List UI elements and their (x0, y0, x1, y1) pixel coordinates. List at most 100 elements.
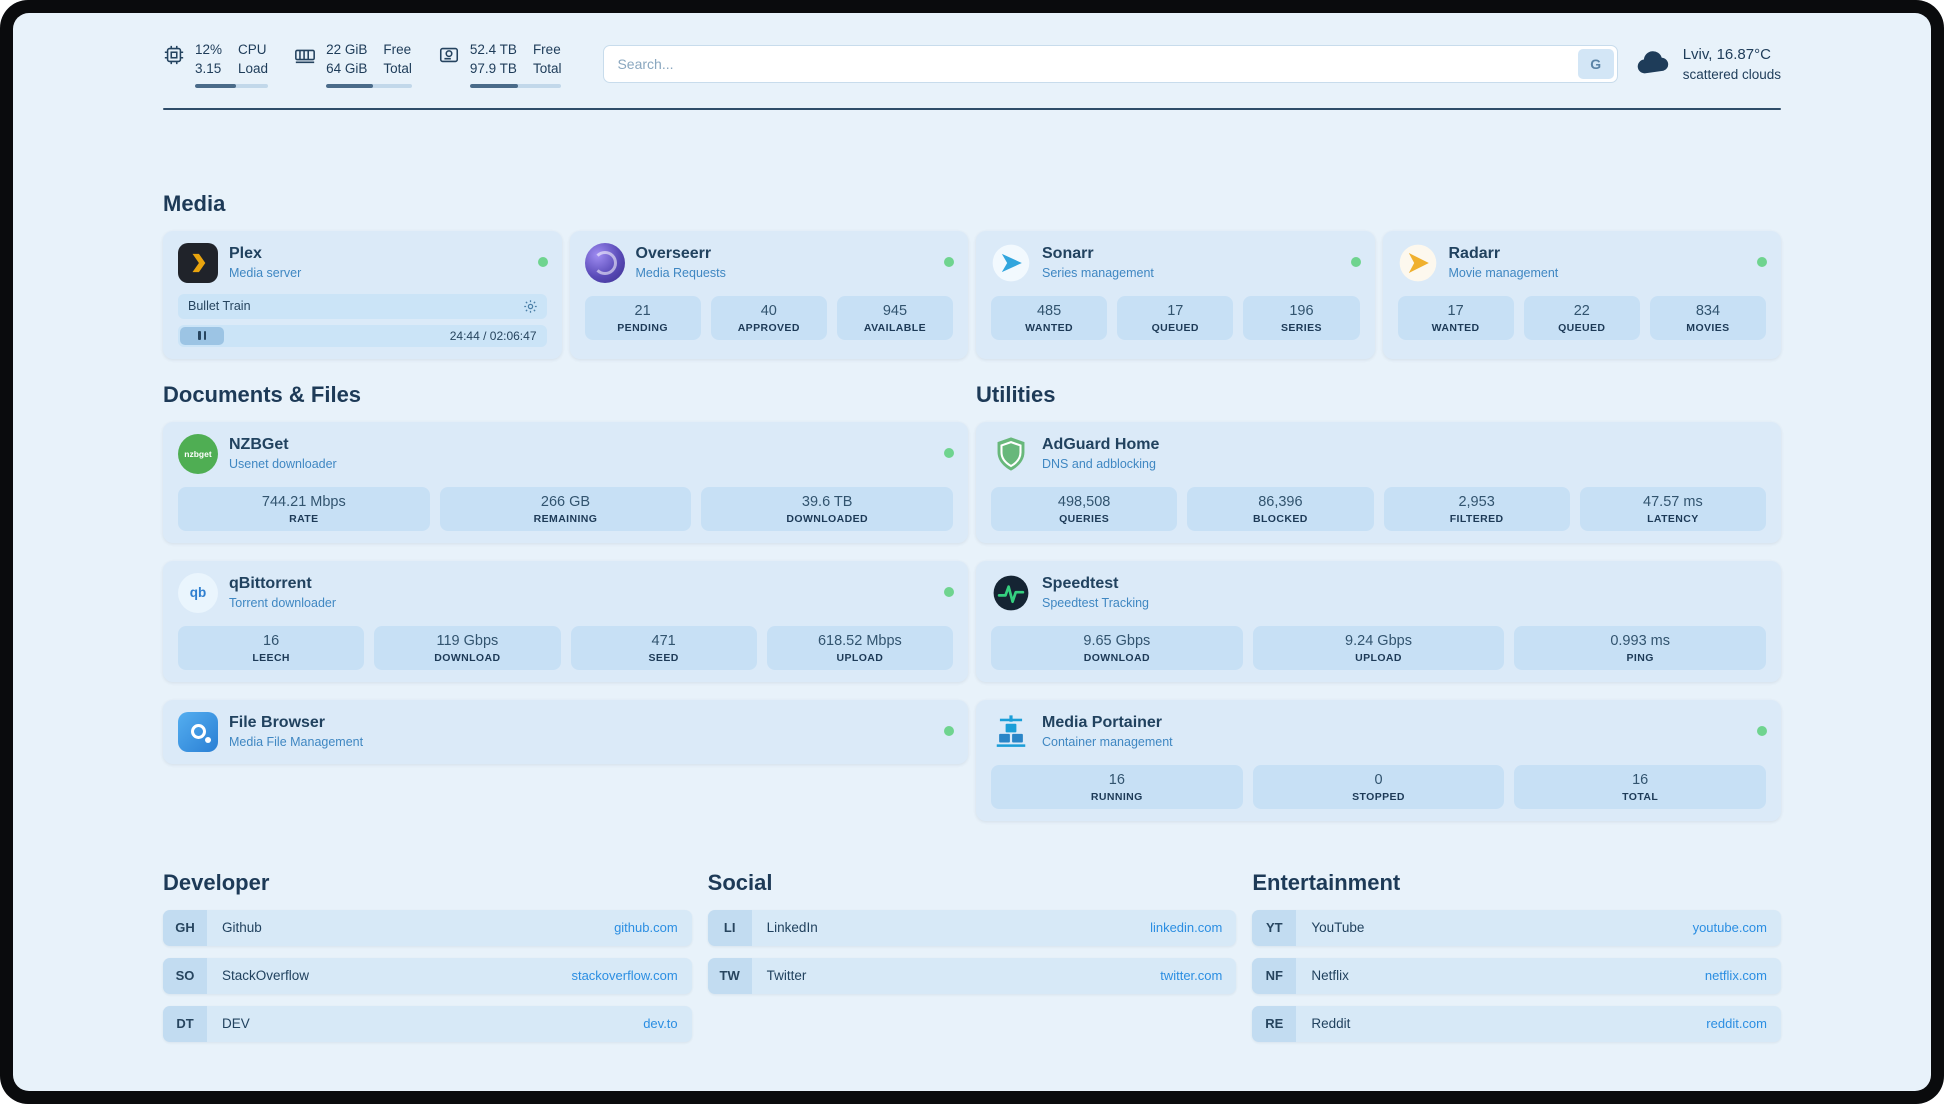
media-grid: Plex Media server Bullet Train (163, 230, 1781, 359)
developer-section: Developer GH Github github.com SO StackO… (163, 869, 692, 1042)
disk-free-value: 52.4 TB (469, 42, 517, 57)
qbittorrent-icon: qb (178, 572, 218, 613)
search-input[interactable] (607, 56, 1578, 73)
stat-tile-upload: 9.24 Gbps UPLOAD (1252, 625, 1505, 670)
stat-tile-queries: 498,508 QUERIES (991, 486, 1178, 531)
link-dev[interactable]: DT DEV dev.to (163, 1005, 692, 1042)
link-badge: YT (1252, 909, 1297, 946)
stat-tile-filtered: 2,953 FILTERED (1383, 486, 1570, 531)
ram-total-value: 64 GiB (326, 60, 368, 76)
stat-tile-remaining: 266 GB REMAINING (439, 486, 692, 531)
app-subtitle: Media File Management (229, 735, 364, 750)
stat-tile-leech: 16 LEECH (178, 625, 365, 670)
app-card-portainer[interactable]: Media Portainer Container management 16 … (976, 699, 1781, 821)
portainer-icon (991, 712, 1031, 752)
weather-condition: scattered clouds (1682, 67, 1781, 83)
playback-progress-bar: 24:44 / 02:06:47 (178, 324, 547, 347)
ram-total-label: Total (383, 60, 412, 76)
section-title-media: Media (163, 190, 226, 216)
stat-tile-running: 16 RUNNING (991, 764, 1243, 809)
link-linkedin[interactable]: LI LinkedIn linkedin.com (707, 909, 1237, 946)
cpu-load-label: Load (238, 60, 269, 76)
app-subtitle: Movie management (1448, 266, 1559, 281)
link-name: YouTube (1311, 920, 1365, 936)
utilities-column: Utilities AdGuard Home DNS and a (976, 381, 1781, 821)
social-section: Social LI LinkedIn linkedin.com TW Twitt… (707, 869, 1237, 1042)
app-card-sonarr[interactable]: Sonarr Series management 485 WANTED 17 Q… (976, 230, 1375, 359)
stat-tile-download: 119 Gbps DOWNLOAD (374, 625, 561, 670)
disk-total-label: Total (532, 60, 562, 76)
app-card-speedtest[interactable]: Speedtest Speedtest Tracking 9.65 Gbps D… (976, 560, 1781, 682)
app-card-overseerr[interactable]: Overseerr Media Requests 21 PENDING 40 A… (569, 230, 968, 359)
app-name: File Browser (229, 714, 326, 732)
link-name: LinkedIn (766, 920, 818, 936)
link-github[interactable]: GH Github github.com (163, 909, 692, 946)
disk-free-label: Free (532, 42, 561, 57)
link-url: twitter.com (1160, 968, 1223, 984)
disk-stat: 52.4 TB Free 97.9 TB Total (438, 41, 562, 88)
link-name: DEV (222, 1016, 250, 1032)
status-dot (944, 586, 954, 597)
link-url: netflix.com (1704, 968, 1767, 984)
link-url: youtube.com (1692, 920, 1767, 936)
app-name: Radarr (1448, 245, 1501, 263)
weather-location: Lviv, 16.87°C (1682, 45, 1771, 63)
app-card-qbittorrent[interactable]: qb qBittorrent Torrent downloader 16 LEE… (163, 560, 968, 682)
link-badge: DT (163, 1005, 207, 1042)
app-card-filebrowser[interactable]: File Browser Media File Management (163, 699, 968, 764)
section-title-social: Social (707, 869, 773, 895)
settings-gear-icon[interactable] (523, 299, 538, 314)
plex-icon (178, 242, 218, 283)
link-badge: NF (1252, 957, 1297, 994)
app-name: Media Portainer (1042, 714, 1163, 732)
status-dot (944, 725, 954, 736)
nzbget-icon: nzbget (178, 433, 218, 474)
stat-tile-rate: 744.21 Mbps RATE (178, 486, 430, 531)
app-subtitle: Usenet downloader (229, 457, 337, 472)
search-engine-button[interactable]: G (1577, 49, 1614, 80)
app-subtitle: Speedtest Tracking (1042, 596, 1150, 611)
stat-tile-series: 196 SERIES (1243, 295, 1360, 340)
cpu-usage-label: CPU (238, 42, 267, 57)
link-stackoverflow[interactable]: SO StackOverflow stackoverflow.com (163, 957, 692, 994)
app-card-radarr[interactable]: Radarr Movie management 17 WANTED 22 QUE… (1382, 230, 1781, 359)
link-url: linkedin.com (1150, 920, 1223, 936)
ram-free-label: Free (383, 42, 412, 57)
link-twitter[interactable]: TW Twitter twitter.com (707, 957, 1237, 994)
section-title-developer: Developer (163, 869, 270, 895)
app-card-adguard[interactable]: AdGuard Home DNS and adblocking 498,508 … (976, 421, 1781, 543)
stat-tile-available: 945 AVAILABLE (836, 295, 954, 340)
app-subtitle: Container management (1042, 735, 1173, 750)
documents-column: Documents & Files nzbget NZBGet Usenet d… (163, 381, 968, 821)
status-dot (944, 447, 954, 458)
app-name: qBittorrent (229, 575, 312, 593)
link-badge: LI (707, 909, 752, 946)
stat-tile-queued: 17 QUEUED (1117, 295, 1234, 340)
link-name: Twitter (766, 968, 807, 984)
link-youtube[interactable]: YT YouTube youtube.com (1252, 909, 1781, 946)
now-playing-widget: Bullet Train 24:44 / 02:06:47 (178, 293, 547, 347)
link-badge: TW (707, 957, 752, 994)
cpu-progress-bar (195, 83, 269, 88)
stat-tile-wanted: 17 WANTED (1397, 295, 1514, 340)
sonarr-icon (991, 243, 1031, 283)
stat-tile-total: 16 TOTAL (1514, 764, 1767, 809)
app-name: AdGuard Home (1042, 436, 1160, 454)
stat-tile-download: 9.65 Gbps DOWNLOAD (991, 625, 1243, 670)
link-netflix[interactable]: NF Netflix netflix.com (1252, 957, 1781, 994)
dashboard-screen: 12% CPU 3.15 Load (13, 13, 1931, 1091)
app-name: Plex (229, 245, 262, 263)
search-bar: G (603, 45, 1618, 84)
app-card-nzbget[interactable]: nzbget NZBGet Usenet downloader 744.21 M… (163, 421, 968, 543)
link-reddit[interactable]: RE Reddit reddit.com (1252, 1005, 1781, 1042)
stat-tile-ping: 0.993 ms PING (1514, 625, 1767, 670)
stat-tile-wanted: 485 WANTED (991, 295, 1108, 340)
app-subtitle: Media server (229, 266, 302, 281)
pause-icon[interactable] (180, 326, 224, 345)
stat-tile-stopped: 0 STOPPED (1252, 764, 1505, 809)
app-card-plex[interactable]: Plex Media server Bullet Train (163, 230, 562, 359)
speedtest-icon (991, 573, 1031, 613)
weather-widget: Lviv, 16.87°C scattered clouds (1636, 44, 1781, 85)
stat-tile-pending: 21 PENDING (584, 295, 701, 340)
